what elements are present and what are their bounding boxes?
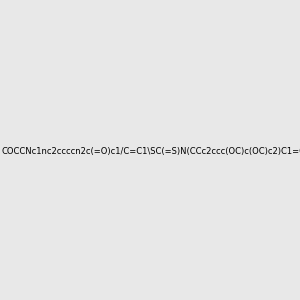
Text: COCCNc1nc2ccccn2c(=O)c1/C=C1\SC(=S)N(CCc2ccc(OC)c(OC)c2)C1=O: COCCNc1nc2ccccn2c(=O)c1/C=C1\SC(=S)N(CCc… xyxy=(2,147,300,156)
